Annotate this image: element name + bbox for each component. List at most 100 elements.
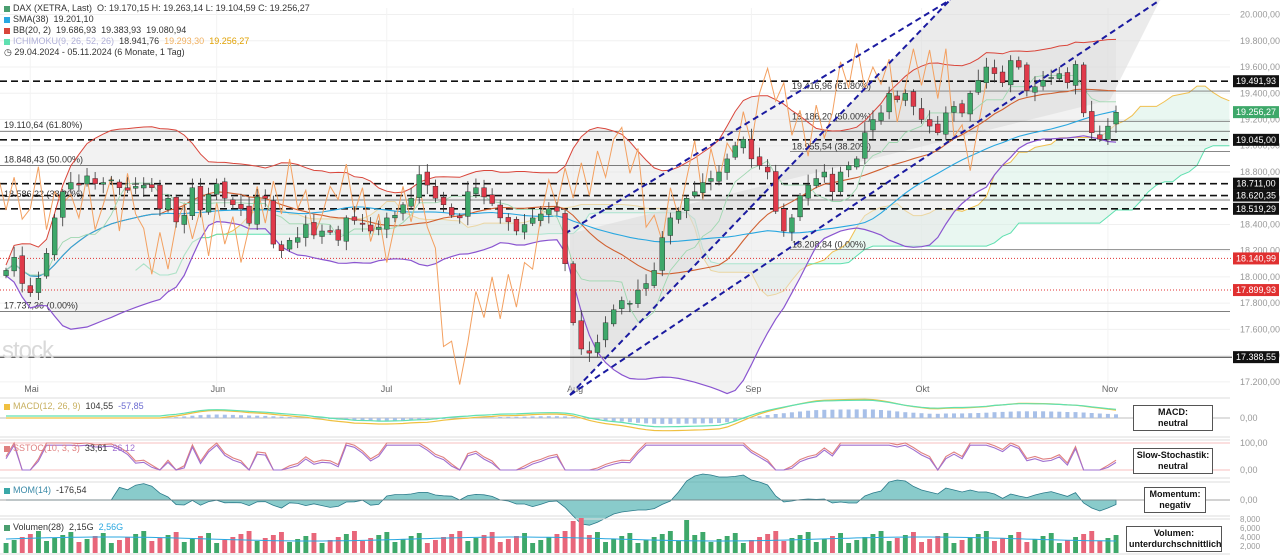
candle-body xyxy=(643,283,649,289)
candle-body xyxy=(594,342,601,353)
candle-body xyxy=(108,179,115,182)
candle-body xyxy=(724,158,730,173)
macd-histogram-bar xyxy=(943,413,948,418)
legend-dax-swatch xyxy=(4,5,10,12)
candle-body xyxy=(813,178,819,186)
macd-histogram-bar xyxy=(441,418,446,419)
volume-bar xyxy=(838,533,843,553)
ichimoku-cloud xyxy=(135,86,1230,296)
volume-bar xyxy=(967,537,973,553)
volume-bar xyxy=(919,542,924,553)
macd-histogram-bar xyxy=(514,416,519,418)
macd-histogram-bar xyxy=(887,410,892,418)
candle-body xyxy=(554,206,560,212)
candle-body xyxy=(1113,111,1119,125)
legend-ichimoku: ICHIMOKU(9, 26, 52, 26) 18.941,76 19.293… xyxy=(4,36,310,47)
macd-histogram-bar xyxy=(781,413,786,418)
candle-body xyxy=(667,217,674,236)
candle-body xyxy=(611,309,617,325)
candle-body xyxy=(894,95,900,101)
macd-histogram-bar xyxy=(554,416,559,418)
candle-body xyxy=(943,112,949,135)
volume-bar xyxy=(400,539,406,553)
candle-body xyxy=(222,181,228,199)
volume-bar xyxy=(554,534,560,553)
legend-bb-label: BB(20, 2) xyxy=(13,25,52,35)
volume-bar xyxy=(1105,538,1111,553)
macd-histogram-bar xyxy=(911,412,916,418)
macd-histogram-bar xyxy=(239,415,243,418)
volume-average-line xyxy=(5,536,1117,542)
volume-bar xyxy=(514,536,519,553)
macd-histogram-bar xyxy=(279,416,284,418)
macd-histogram-bar xyxy=(854,409,859,418)
candle-body xyxy=(278,244,285,251)
candle-body xyxy=(238,204,244,210)
candle-body xyxy=(19,255,25,284)
volume-bar xyxy=(433,540,438,553)
volume-bar xyxy=(765,534,771,553)
candle-body xyxy=(837,171,844,192)
volume-bar xyxy=(619,536,625,553)
volume-bar xyxy=(538,540,544,553)
macd-histogram-bar xyxy=(271,416,276,418)
candle-body xyxy=(165,197,171,210)
volume-tick: 2,000 xyxy=(1240,542,1261,551)
volume-bar xyxy=(773,531,779,553)
macd-histogram-bar xyxy=(230,414,235,418)
legend-ichimoku-value3: 19.256,27 xyxy=(209,36,250,46)
volume-bar xyxy=(92,536,98,553)
volume-bar xyxy=(368,538,374,553)
macd-histogram-bar xyxy=(789,412,794,418)
candle-body xyxy=(311,222,317,236)
macd-histogram-bar xyxy=(822,409,827,418)
axis-background xyxy=(1230,0,1280,555)
volume-bar xyxy=(376,535,382,553)
candle-body xyxy=(286,239,293,250)
candle-body xyxy=(124,187,131,191)
macd-histogram-bar xyxy=(449,418,454,419)
candle-body xyxy=(52,217,58,256)
volume-bar xyxy=(797,535,803,553)
macd-histogram-bar xyxy=(814,410,819,418)
candle-body xyxy=(935,123,941,133)
candle-body xyxy=(408,197,414,207)
candle-body xyxy=(11,257,17,272)
volume-signal-title: Volumen: xyxy=(1153,528,1195,538)
volume-bar xyxy=(894,538,900,553)
sstoc-tick-low: 0,00 xyxy=(1240,465,1258,475)
candle-body xyxy=(270,200,276,245)
red-badge xyxy=(1233,252,1279,265)
volume-bar xyxy=(319,543,325,553)
mom-swatch xyxy=(4,487,10,494)
red-badge-label: 17.899,93 xyxy=(1236,285,1276,295)
macd-histogram-bar xyxy=(214,414,219,418)
legend-sma-swatch xyxy=(4,16,10,23)
level-badge-label: 19.491,93 xyxy=(1236,76,1276,86)
candle-body xyxy=(959,103,965,114)
volume-bar xyxy=(173,532,179,553)
volume-bar xyxy=(757,537,762,553)
macd-histogram-bar xyxy=(968,413,973,418)
level-badge xyxy=(1233,202,1279,215)
volume-value2: 2,56G xyxy=(98,522,124,532)
macd-histogram-bar xyxy=(182,416,187,418)
sstoc-value1: 33,61 xyxy=(84,443,108,453)
macd-histogram-bar xyxy=(870,409,875,418)
volume-bar xyxy=(886,541,892,553)
candle-body xyxy=(327,230,333,233)
macd-histogram-bar xyxy=(725,418,730,423)
volume-bar xyxy=(530,543,536,553)
macd-histogram-bar xyxy=(846,409,851,418)
candle-body xyxy=(449,207,455,216)
candle-body xyxy=(116,181,123,189)
volume-bar xyxy=(692,535,698,553)
macd-histogram-bar xyxy=(1049,411,1054,418)
volume-bar xyxy=(352,531,357,553)
volume-bar xyxy=(1000,538,1005,553)
candle-body xyxy=(1064,72,1071,83)
month-label: Jul xyxy=(381,384,393,394)
macd-histogram-bar xyxy=(919,413,924,418)
volume-bar xyxy=(311,533,317,553)
